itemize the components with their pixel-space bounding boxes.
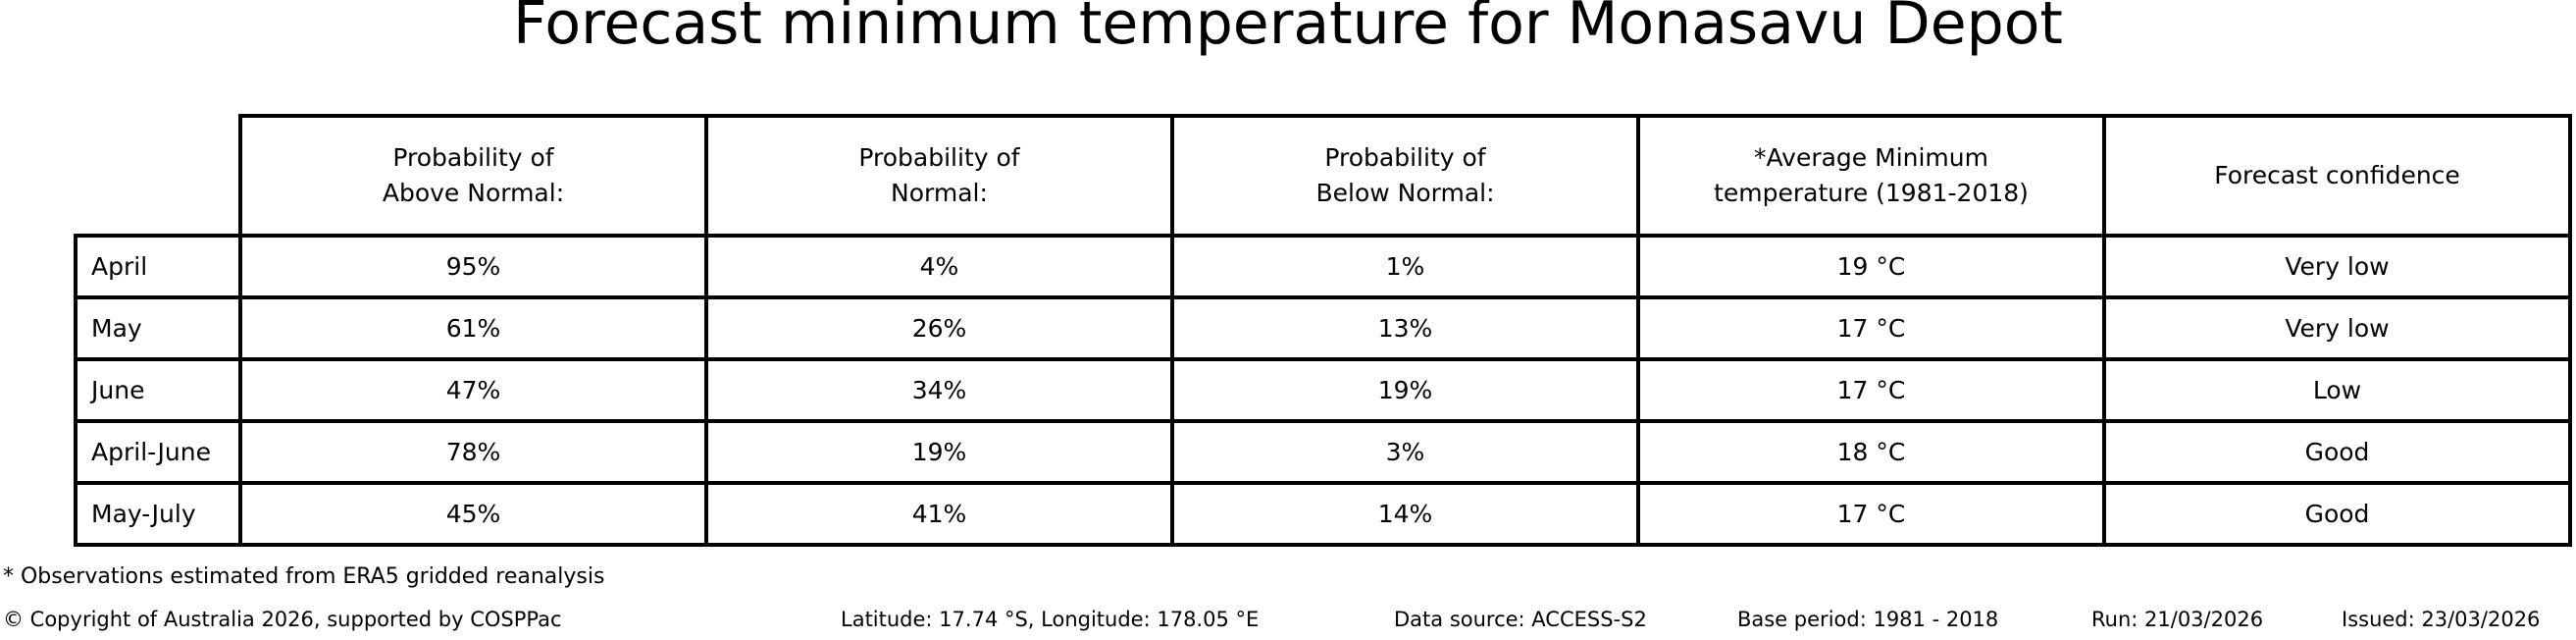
- data-cell-avg-temp: 17 °C: [1636, 295, 2106, 361]
- data-cell-below: 14%: [1170, 481, 1640, 547]
- data-cell-above: 45%: [238, 481, 708, 547]
- data-cell-confidence: Good: [2102, 481, 2572, 547]
- data-cell-avg-temp: 19 °C: [1636, 234, 2106, 299]
- data-cell-above: 95%: [238, 234, 708, 299]
- header-prob-below: Probability of Below Normal:: [1170, 114, 1640, 238]
- copyright-text: © Copyright of Australia 2026, supported…: [3, 608, 562, 631]
- data-cell-normal: 41%: [704, 481, 1174, 547]
- table-row-april-june: April-June 78% 19% 3% 18 °C Good: [74, 419, 2572, 485]
- footer-bar: © Copyright of Australia 2026, supported…: [0, 608, 2576, 637]
- data-cell-below: 19%: [1170, 357, 1640, 423]
- data-cell-normal: 34%: [704, 357, 1174, 423]
- header-prob-above-label: Probability of Above Normal:: [382, 142, 565, 207]
- data-cell-above: 47%: [238, 357, 708, 423]
- table-row-april: April 95% 4% 1% 19 °C Very low: [74, 234, 2572, 299]
- row-label-cell: May: [74, 295, 242, 361]
- data-cell-avg-temp: 18 °C: [1636, 419, 2106, 485]
- data-cell-normal: 4%: [704, 234, 1174, 299]
- data-cell-below: 3%: [1170, 419, 1640, 485]
- data-source-text: Data source: ACCESS-S2: [1394, 608, 1647, 631]
- header-forecast-confidence: Forecast confidence: [2102, 114, 2572, 238]
- run-date-text: Run: 21/03/2026: [2091, 608, 2264, 631]
- data-cell-normal: 19%: [704, 419, 1174, 485]
- data-cell-below: 1%: [1170, 234, 1640, 299]
- blank-corner-cell: [76, 116, 240, 236]
- forecast-table: Probability of Above Normal: Probability…: [74, 114, 2572, 547]
- row-label-cell: April-June: [74, 419, 242, 485]
- header-prob-below-label: Probability of Below Normal:: [1315, 142, 1495, 207]
- data-cell-confidence: Very low: [2102, 295, 2572, 361]
- table-row-may-july: May-July 45% 41% 14% 17 °C Good: [74, 481, 2572, 547]
- base-period-text: Base period: 1981 - 2018: [1737, 608, 1999, 631]
- data-cell-below: 13%: [1170, 295, 1640, 361]
- latitude-longitude-text: Latitude: 17.74 °S, Longitude: 178.05 °E: [841, 608, 1260, 631]
- header-avg-min-temp: *Average Minimum temperature (1981-2018): [1636, 114, 2106, 238]
- data-cell-above: 61%: [238, 295, 708, 361]
- data-cell-avg-temp: 17 °C: [1636, 481, 2106, 547]
- header-prob-above: Probability of Above Normal:: [238, 114, 708, 238]
- data-cell-confidence: Low: [2102, 357, 2572, 423]
- issued-date-text: Issued: 23/03/2026: [2342, 608, 2541, 631]
- row-label-cell: May-July: [74, 481, 242, 547]
- row-label-cell: April: [74, 234, 242, 299]
- data-cell-above: 78%: [238, 419, 708, 485]
- header-prob-normal-label: Probability of Normal:: [858, 142, 1020, 207]
- header-prob-normal: Probability of Normal:: [704, 114, 1174, 238]
- data-cell-confidence: Very low: [2102, 234, 2572, 299]
- header-forecast-confidence-label: Forecast confidence: [2214, 160, 2460, 189]
- table-header-row: Probability of Above Normal: Probability…: [76, 114, 2572, 238]
- row-label-cell: June: [74, 357, 242, 423]
- page-title: Forecast minimum temperature for Monasav…: [513, 0, 2063, 58]
- data-cell-normal: 26%: [704, 295, 1174, 361]
- table-row-may: May 61% 26% 13% 17 °C Very low: [74, 295, 2572, 361]
- data-cell-avg-temp: 17 °C: [1636, 357, 2106, 423]
- header-avg-min-temp-label: *Average Minimum temperature (1981-2018): [1714, 142, 2029, 207]
- footnote: * Observations estimated from ERA5 gridd…: [3, 564, 605, 589]
- data-cell-confidence: Good: [2102, 419, 2572, 485]
- table-row-june: June 47% 34% 19% 17 °C Low: [74, 357, 2572, 423]
